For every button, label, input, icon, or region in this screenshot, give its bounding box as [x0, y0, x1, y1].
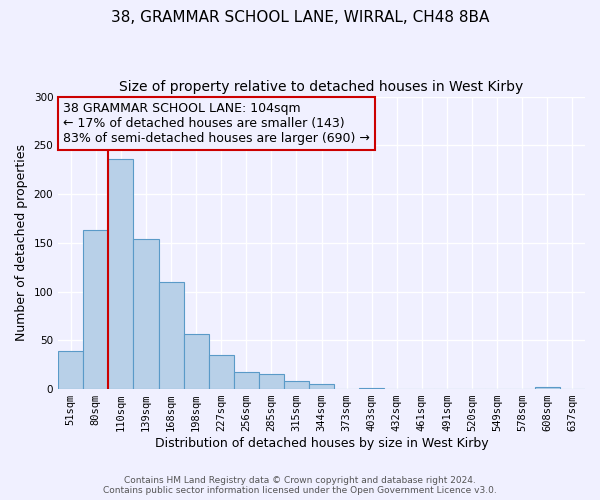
Bar	[259, 374, 284, 389]
Bar	[158, 282, 184, 389]
Bar	[535, 387, 560, 389]
Bar	[133, 239, 158, 389]
Bar	[309, 384, 334, 389]
Text: Contains HM Land Registry data © Crown copyright and database right 2024.
Contai: Contains HM Land Registry data © Crown c…	[103, 476, 497, 495]
Bar	[284, 382, 309, 389]
X-axis label: Distribution of detached houses by size in West Kirby: Distribution of detached houses by size …	[155, 437, 488, 450]
Bar	[359, 388, 385, 389]
Text: 38 GRAMMAR SCHOOL LANE: 104sqm
← 17% of detached houses are smaller (143)
83% of: 38 GRAMMAR SCHOOL LANE: 104sqm ← 17% of …	[64, 102, 370, 146]
Bar	[209, 355, 234, 389]
Bar	[109, 159, 133, 389]
Bar	[83, 230, 109, 389]
Bar	[58, 351, 83, 389]
Y-axis label: Number of detached properties: Number of detached properties	[15, 144, 28, 342]
Bar	[234, 372, 259, 389]
Bar	[184, 334, 209, 389]
Text: 38, GRAMMAR SCHOOL LANE, WIRRAL, CH48 8BA: 38, GRAMMAR SCHOOL LANE, WIRRAL, CH48 8B…	[111, 10, 489, 25]
Title: Size of property relative to detached houses in West Kirby: Size of property relative to detached ho…	[119, 80, 524, 94]
